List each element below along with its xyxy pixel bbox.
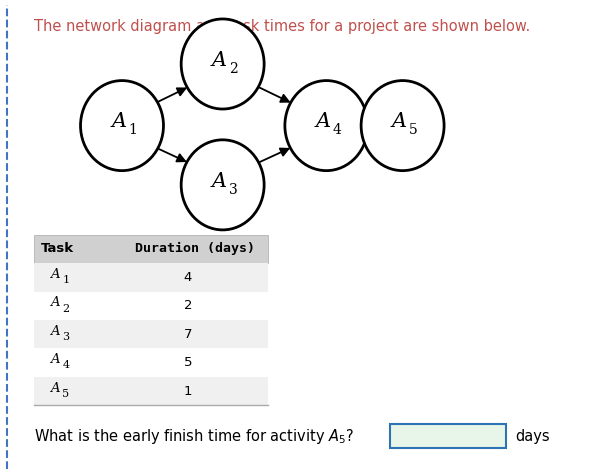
- Text: A: A: [212, 172, 227, 191]
- Text: 2: 2: [62, 303, 70, 314]
- Text: A: A: [112, 112, 126, 131]
- Text: 2: 2: [229, 62, 238, 76]
- Text: Task: Task: [41, 242, 74, 255]
- Bar: [34, 348, 268, 377]
- Text: A: A: [316, 112, 331, 131]
- Text: A: A: [50, 268, 60, 281]
- Text: 3: 3: [62, 332, 70, 342]
- Text: 1: 1: [184, 384, 192, 398]
- Text: days: days: [515, 428, 550, 444]
- Bar: [34, 320, 268, 348]
- Ellipse shape: [81, 81, 163, 171]
- Text: 3: 3: [229, 182, 238, 197]
- Text: A: A: [50, 382, 60, 395]
- Ellipse shape: [181, 140, 264, 230]
- Text: What is the early finish time for activity $A_5$?: What is the early finish time for activi…: [34, 427, 354, 446]
- Ellipse shape: [361, 81, 444, 171]
- Text: 7: 7: [184, 328, 192, 341]
- Ellipse shape: [285, 81, 368, 171]
- Text: 5: 5: [62, 389, 70, 399]
- Text: 5: 5: [409, 123, 418, 137]
- Text: 4: 4: [62, 360, 70, 371]
- Text: 1: 1: [62, 275, 70, 285]
- Text: A: A: [50, 296, 60, 310]
- Bar: [34, 235, 268, 263]
- Text: 2: 2: [184, 299, 192, 312]
- Text: A: A: [212, 51, 227, 70]
- Bar: [34, 263, 268, 292]
- Bar: [34, 377, 268, 405]
- Text: A: A: [50, 325, 60, 338]
- Text: 4: 4: [333, 123, 342, 137]
- Text: 5: 5: [184, 356, 192, 369]
- Text: 4: 4: [184, 271, 192, 284]
- Text: The network diagram and task times for a project are shown below.: The network diagram and task times for a…: [34, 19, 530, 34]
- Text: A: A: [50, 353, 60, 366]
- Text: 1: 1: [129, 123, 137, 137]
- Text: Duration (days): Duration (days): [135, 242, 255, 255]
- Text: A: A: [392, 112, 407, 131]
- Bar: [34, 292, 268, 320]
- Bar: [390, 424, 506, 448]
- Ellipse shape: [181, 19, 264, 109]
